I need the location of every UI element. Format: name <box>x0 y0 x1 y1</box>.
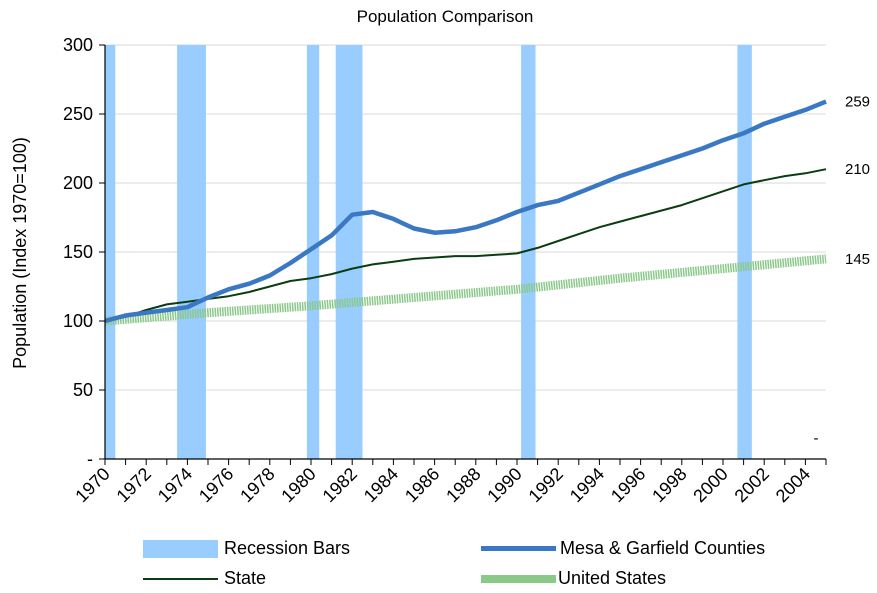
end-label-0: 259 <box>845 94 870 111</box>
legend-recession-label: Recession Bars <box>224 538 351 558</box>
x-tick-label: 1978 <box>236 464 278 506</box>
series-line-0 <box>104 99 827 324</box>
recession-bar <box>521 45 536 459</box>
recession-bar <box>335 45 363 459</box>
mesa-swatch <box>481 546 556 551</box>
x-tick-label: 1996 <box>607 464 649 506</box>
x-tick-label: 1982 <box>319 464 361 506</box>
recession-swatch <box>143 539 218 558</box>
legend-state-label: State <box>224 568 267 588</box>
y-tick-label: 300 <box>63 35 93 55</box>
x-tick-label: 1976 <box>195 464 237 506</box>
annotation-dash: - <box>814 430 819 447</box>
legend-mesa-label: Mesa & Garfield Counties <box>560 538 766 558</box>
y-tick-label: 250 <box>63 104 93 124</box>
y-ticks: - 50 100 150 200 250 300 <box>63 35 105 469</box>
end-label-2: 145 <box>845 251 870 268</box>
y-tick-label: 150 <box>63 242 93 262</box>
x-tick-label: 1980 <box>277 464 319 506</box>
x-tick-label: 1998 <box>648 464 690 506</box>
x-tick-label: 1986 <box>401 464 443 506</box>
x-tick-label: 2000 <box>689 464 731 506</box>
series-line-1 <box>104 168 827 322</box>
end-labels: 259 210 145 <box>845 94 870 268</box>
series-lines <box>104 99 827 326</box>
recession-bars <box>105 45 752 459</box>
legend-us: United States <box>481 568 666 589</box>
gridlines <box>105 44 826 391</box>
legend-recession: Recession Bars <box>143 538 350 559</box>
x-tick-label: 1984 <box>360 464 402 506</box>
y-tick-label: 50 <box>73 380 93 400</box>
y-tick-label: 200 <box>63 173 93 193</box>
us-swatch <box>481 574 556 583</box>
y-tick-label: 100 <box>63 311 93 331</box>
y-axis-label: Population (Index 1970=100) <box>10 137 30 369</box>
recession-bar <box>737 45 752 459</box>
recession-bar <box>306 45 320 459</box>
end-label-1: 210 <box>845 161 870 178</box>
legend-mesa: Mesa & Garfield Counties <box>481 538 765 559</box>
x-tick-label: 2004 <box>772 464 814 506</box>
x-tick-label: 1972 <box>113 464 155 506</box>
x-tick-label: 1994 <box>566 464 608 506</box>
x-tick-label: 1974 <box>154 464 196 506</box>
chart-title: Population Comparison <box>357 7 534 26</box>
recession-bar <box>177 45 206 459</box>
recession-bar <box>105 45 116 459</box>
x-ticks: 1970197219741976197819801982198419861988… <box>71 459 827 506</box>
x-tick-label: 1990 <box>483 464 525 506</box>
series-line-2 <box>104 254 827 326</box>
x-tick-label: 1988 <box>442 464 484 506</box>
legend-state: State <box>143 568 266 589</box>
legend-us-label: United States <box>558 568 667 588</box>
x-tick-label: 1970 <box>71 464 113 506</box>
state-swatch <box>143 577 218 580</box>
x-tick-label: 1992 <box>525 464 567 506</box>
x-tick-label: 2002 <box>731 464 773 506</box>
y-tick-label: - <box>87 449 93 469</box>
